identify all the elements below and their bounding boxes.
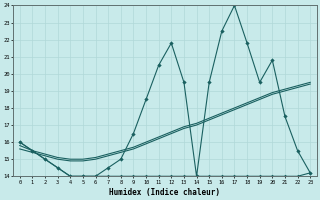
X-axis label: Humidex (Indice chaleur): Humidex (Indice chaleur) <box>109 188 220 197</box>
